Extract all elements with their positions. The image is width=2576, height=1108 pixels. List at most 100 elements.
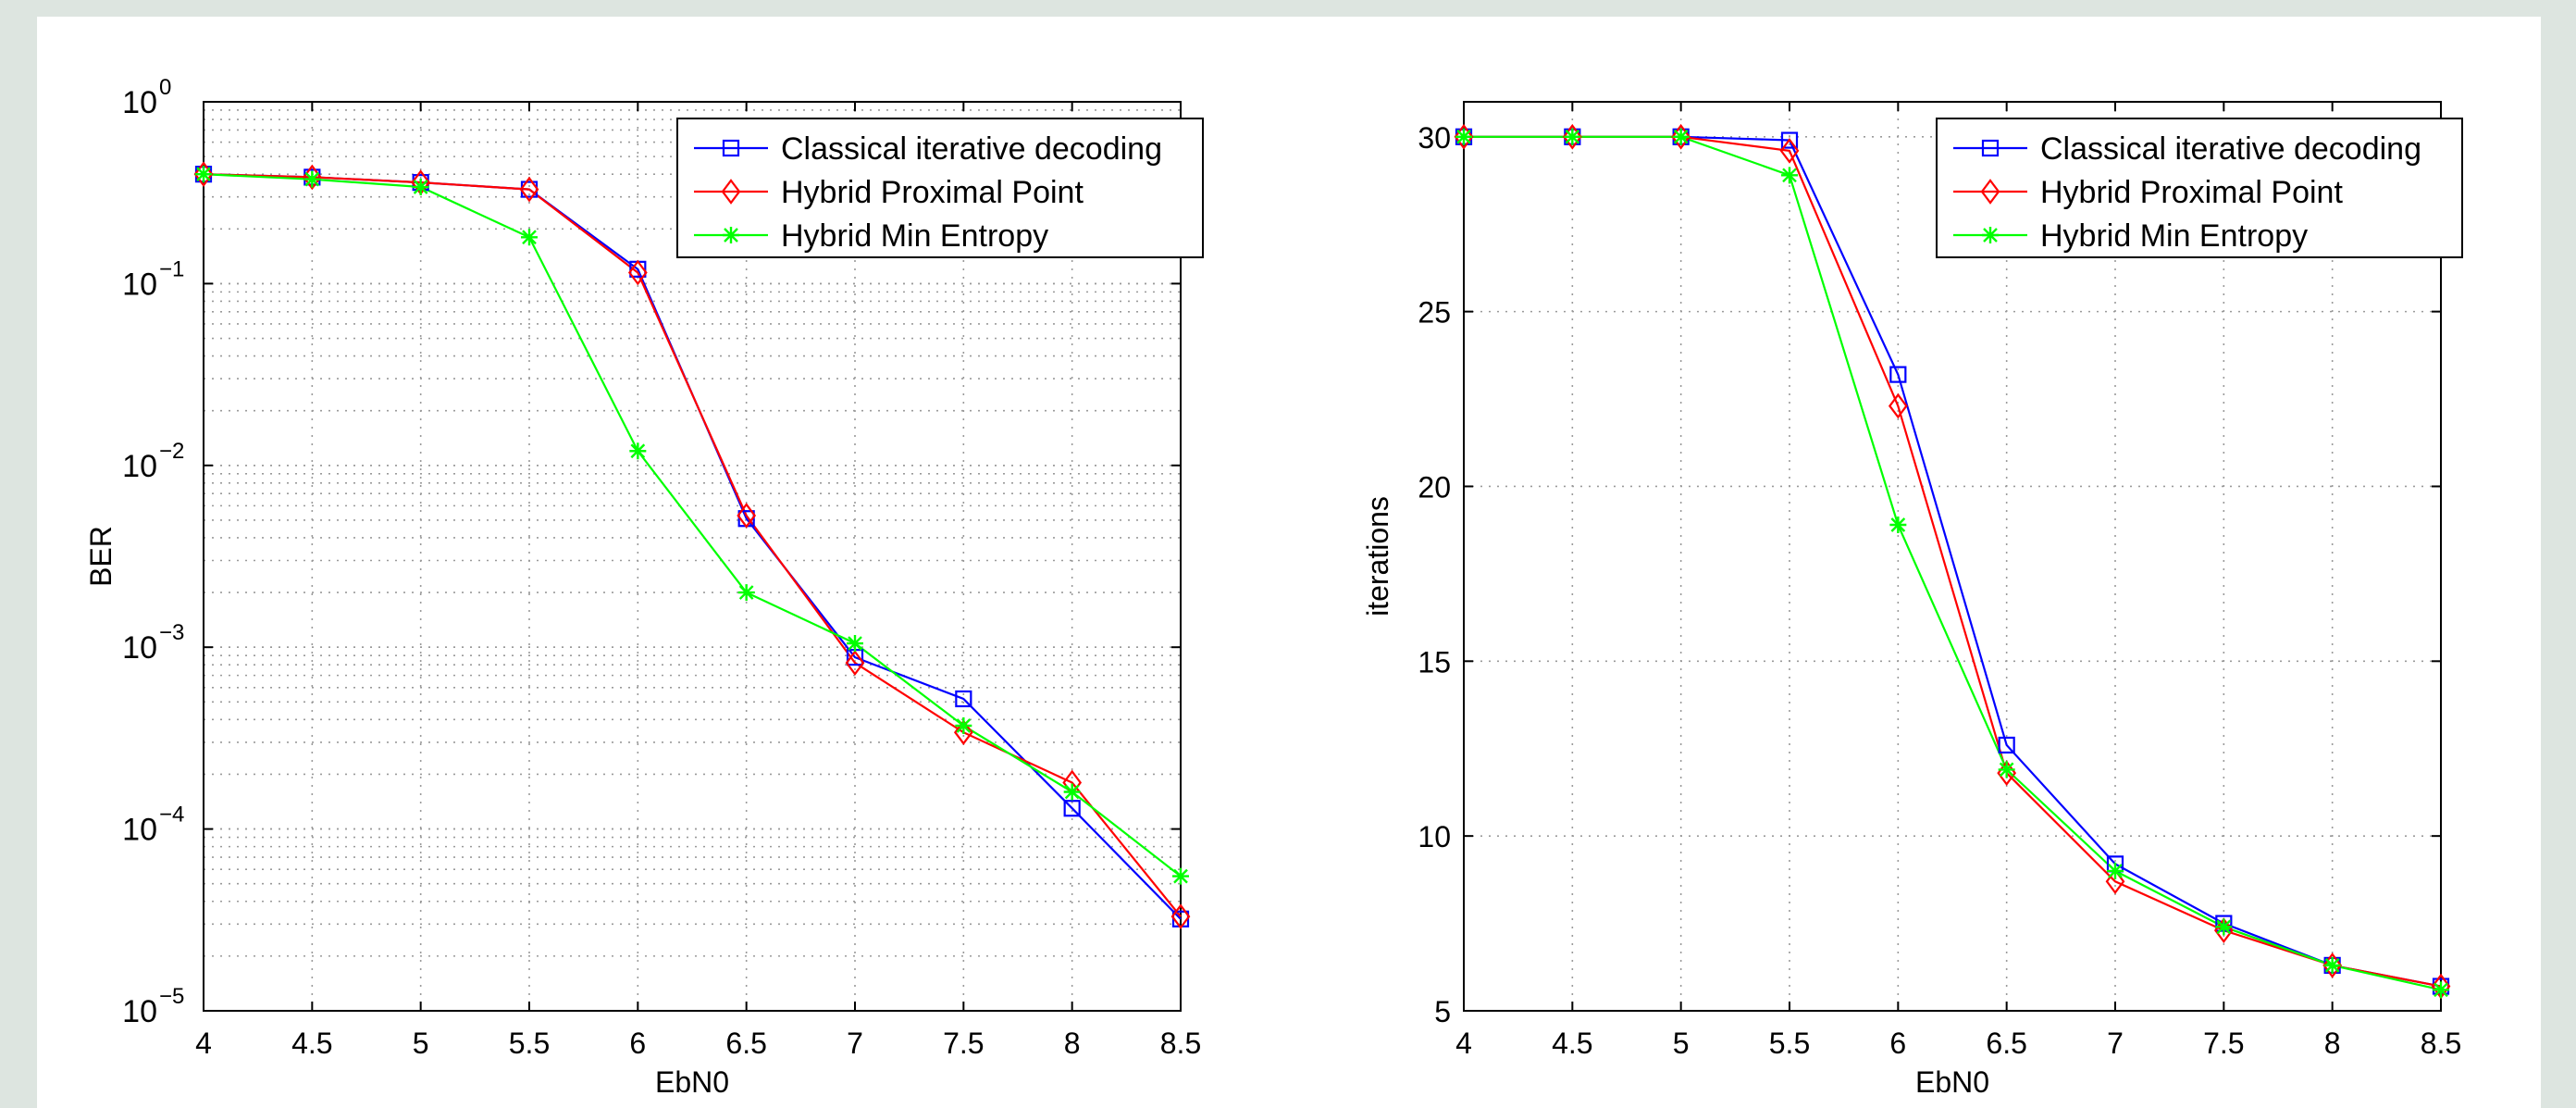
data-point-star [2433, 981, 2449, 999]
x-tick-label: 4 [1455, 1027, 1472, 1060]
x-tick-label: 6.5 [1986, 1027, 2026, 1060]
y-tick-label: 10 [122, 630, 157, 666]
data-point-diamond [1671, 123, 1691, 150]
y-tick-label: 5 [1434, 995, 1451, 1028]
series-line-2 [203, 173, 1182, 917]
data-point-star [1998, 761, 2015, 778]
data-point-star [2107, 862, 2124, 879]
x-tick-label: 5.5 [509, 1027, 550, 1060]
y-tick-label: 30 [1418, 121, 1451, 155]
data-point-square [1780, 131, 1799, 149]
x-tick-label: 4.5 [291, 1027, 332, 1060]
data-point-square [1998, 736, 2015, 754]
legend-marker-diamond [721, 179, 741, 205]
data-point-star [1455, 128, 1472, 145]
x-tick-label: 8.5 [1160, 1027, 1201, 1060]
figure-panel: 4 4.5 5 5.5 6 6.5 7 7.5 8 8.5 10 −5 10 −4 10 −3 10 −2 10 −1… [37, 17, 2541, 1108]
series-markers-2 [193, 161, 1191, 929]
data-point-square [1063, 800, 1081, 817]
x-tick-label: 7 [847, 1027, 863, 1060]
data-point-diamond [1170, 903, 1191, 929]
y-tick-label: 10 [1418, 820, 1451, 853]
legend-label: Classical iterative decoding [781, 131, 1162, 167]
x-tick-label: 4.5 [1552, 1027, 1592, 1060]
x-tick-label: 7.5 [2203, 1027, 2244, 1060]
data-point-square [955, 690, 972, 708]
axes-box [1463, 101, 2442, 1012]
y-tick-label-exponent: −3 [159, 620, 184, 645]
x-tick-label: 8 [1064, 1027, 1081, 1060]
data-point-diamond [953, 719, 973, 746]
data-point-star [737, 584, 755, 602]
data-point-star [303, 170, 321, 188]
data-point-diamond [1888, 392, 1908, 419]
x-tick-label: 7.5 [943, 1027, 984, 1060]
y-tick-label: 15 [1418, 645, 1451, 678]
legend-marker-star [1982, 227, 1999, 243]
axes-box [203, 101, 1182, 1012]
legend-label: Hybrid Proximal Point [781, 175, 1084, 210]
data-point-star [412, 179, 429, 196]
x-tick-label: 6 [629, 1027, 646, 1060]
x-tick-label: 5 [1673, 1027, 1690, 1060]
x-tick-label: 4 [195, 1027, 212, 1060]
data-point-diamond [1562, 123, 1582, 150]
chart-2: 4 4.5 5 5.5 6 6.5 7 7.5 8 8.5 5 10 15 20 25 30 EbN0 itera… [1361, 101, 2463, 1099]
data-point-star [521, 229, 538, 246]
data-point-diamond [627, 259, 648, 286]
data-point-diamond [1454, 123, 1474, 150]
y-axis-label: iterations [1361, 496, 1394, 616]
y-tick-label: 10 [122, 994, 157, 1029]
data-point-star [1172, 867, 1189, 885]
data-point-star [1564, 128, 1581, 145]
figure-canvas: 4 4.5 5 5.5 6 6.5 7 7.5 8 8.510−510−410−310−210−1… [84, 75, 2463, 1099]
x-tick-label: 7 [2107, 1027, 2124, 1060]
data-point-star [1889, 517, 1907, 534]
y-tick-label: 10 [122, 813, 157, 848]
data-point-star [2215, 918, 2233, 936]
data-point-star [955, 717, 972, 735]
x-tick-label: 6.5 [725, 1027, 766, 1060]
legend-label: Hybrid Proximal Point [2040, 175, 2343, 210]
y-axis-label: BER [84, 526, 118, 587]
legend-marker-diamond [1980, 179, 2000, 205]
data-point-star [195, 166, 212, 183]
legend-marker-square [1981, 139, 2000, 157]
legend-label: Classical iterative decoding [2040, 131, 2421, 167]
y-tick-label-exponent: 0 [159, 75, 171, 100]
x-tick-label: 5 [413, 1027, 429, 1060]
data-point-star [2323, 956, 2341, 974]
series-line-3 [1464, 135, 2442, 991]
y-tick-label-exponent: −4 [159, 803, 184, 828]
y-tick-label-exponent: −5 [159, 984, 184, 1009]
series-markers-3 [1455, 128, 2449, 999]
data-point-star [1672, 128, 1690, 145]
data-point-diamond [737, 503, 757, 529]
y-tick-label: 10 [122, 267, 157, 302]
x-tick-label: 8.5 [2421, 1027, 2461, 1060]
y-tick-label: 10 [122, 85, 157, 120]
y-tick-label-exponent: −2 [159, 439, 184, 464]
series-line-3 [203, 173, 1182, 878]
data-point-star [847, 635, 863, 653]
legend-label: Hybrid Min Entropy [2040, 218, 2308, 254]
y-tick-label: 20 [1418, 470, 1451, 504]
data-point-square [1889, 366, 1907, 383]
x-axis-label: EbN0 [1915, 1065, 1989, 1099]
data-point-star [1781, 167, 1798, 184]
data-point-diamond [1779, 138, 1800, 164]
x-tick-label: 6 [1889, 1027, 1906, 1060]
y-tick-label: 25 [1418, 296, 1451, 330]
data-point-star [1063, 783, 1081, 801]
legend-marker-square [722, 139, 740, 157]
legend: Classical iterative decoding Hybrid Proxi… [676, 118, 1204, 258]
legend: Classical iterative decoding Hybrid Proxi… [1936, 118, 2463, 258]
data-point-diamond [193, 161, 214, 187]
y-tick-label: 10 [122, 449, 157, 484]
chart-1: 4 4.5 5 5.5 6 6.5 7 7.5 8 8.510−510−410−310−210−1… [84, 75, 1204, 1099]
y-tick-label-exponent: −1 [159, 256, 184, 281]
x-axis-label: EbN0 [655, 1065, 729, 1099]
series-markers-3 [195, 166, 1189, 885]
data-point-diamond [519, 176, 539, 203]
data-point-diamond [2322, 952, 2343, 978]
